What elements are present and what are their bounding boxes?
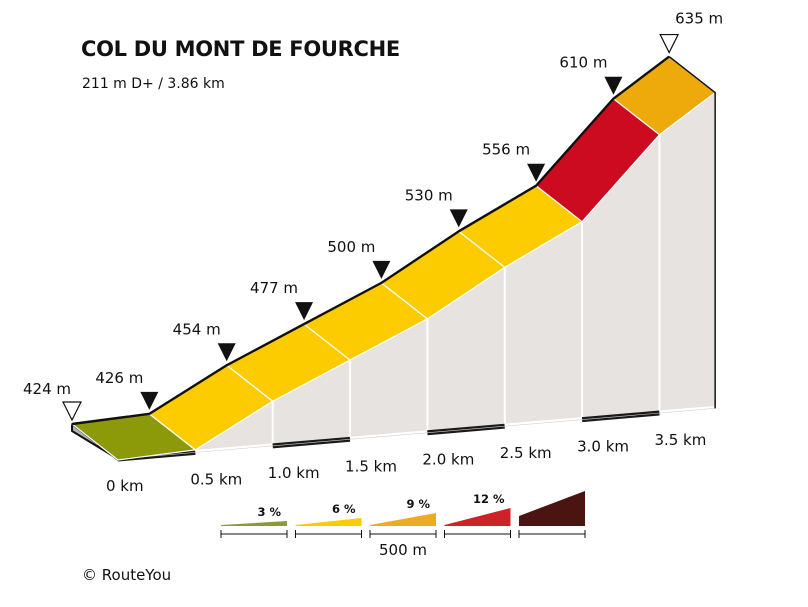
profile-front-face xyxy=(118,92,716,461)
elevation-marker-icon xyxy=(372,260,391,279)
summit-marker-icon xyxy=(659,33,680,54)
distance-label: 0 km xyxy=(106,477,144,495)
chart-title: COL DU MONT DE FOURCHE xyxy=(81,37,400,61)
elevation-marker-icon xyxy=(140,391,159,410)
summit-marker-icon xyxy=(62,401,82,422)
elevation-markers: 424 m 426 m 454 m 477 m 500 m 530 m 556 m 610 m… xyxy=(23,10,723,422)
distance-label: 0.5 km xyxy=(190,470,242,488)
legend-swatch xyxy=(221,521,287,526)
legend-swatch xyxy=(295,518,362,526)
elevation-label: 477 m xyxy=(250,279,298,297)
elevation-label: 556 m xyxy=(482,141,530,159)
elevation-marker-icon xyxy=(295,302,314,321)
distance-label: 2.0 km xyxy=(422,451,474,469)
elevation-label: 500 m xyxy=(327,238,375,256)
elevation-label: 610 m xyxy=(559,54,607,72)
legend-label: 3 % xyxy=(257,505,281,519)
legend-label: 12 % xyxy=(473,492,505,506)
legend-label: 9 % xyxy=(406,497,430,511)
legend-swatch xyxy=(370,513,436,526)
legend-scale-label: 500 m xyxy=(379,541,427,559)
distance-label: 3.0 km xyxy=(577,438,629,456)
elevation-label: 635 m xyxy=(675,10,723,28)
profile-ridge-line xyxy=(71,55,670,426)
distance-label: 3.5 km xyxy=(654,431,706,449)
elevation-label: 454 m xyxy=(173,320,221,338)
elevation-label: 530 m xyxy=(405,186,453,204)
legend-swatch xyxy=(519,491,585,526)
elevation-marker-icon xyxy=(604,76,623,95)
legend-label: 6 % xyxy=(332,502,356,516)
elevation-label: 424 m xyxy=(23,380,71,398)
gradient-legend: 3 % 6 % 9 % 12 % 500 m xyxy=(220,491,586,559)
elevation-label: 426 m xyxy=(95,369,143,387)
copyright-text: © RouteYou xyxy=(82,566,172,584)
legend-swatch xyxy=(444,508,511,526)
distance-label: 1.5 km xyxy=(345,457,397,475)
elevation-marker-icon xyxy=(449,209,468,228)
profile-end-edge xyxy=(668,55,716,409)
distance-labels: 0 km 0.5 km 1.0 km 1.5 km 2.0 km 2.5 km 3.0 km… xyxy=(106,431,706,495)
profile-top-strip xyxy=(71,55,716,461)
profile-floor-edge xyxy=(117,408,716,460)
chart-subtitle: 211 m D+ / 3.86 km xyxy=(82,76,225,92)
distance-label: 2.5 km xyxy=(500,444,552,462)
elevation-marker-icon xyxy=(527,163,546,182)
distance-label: 1.0 km xyxy=(268,464,320,482)
elevation-marker-icon xyxy=(217,343,236,362)
